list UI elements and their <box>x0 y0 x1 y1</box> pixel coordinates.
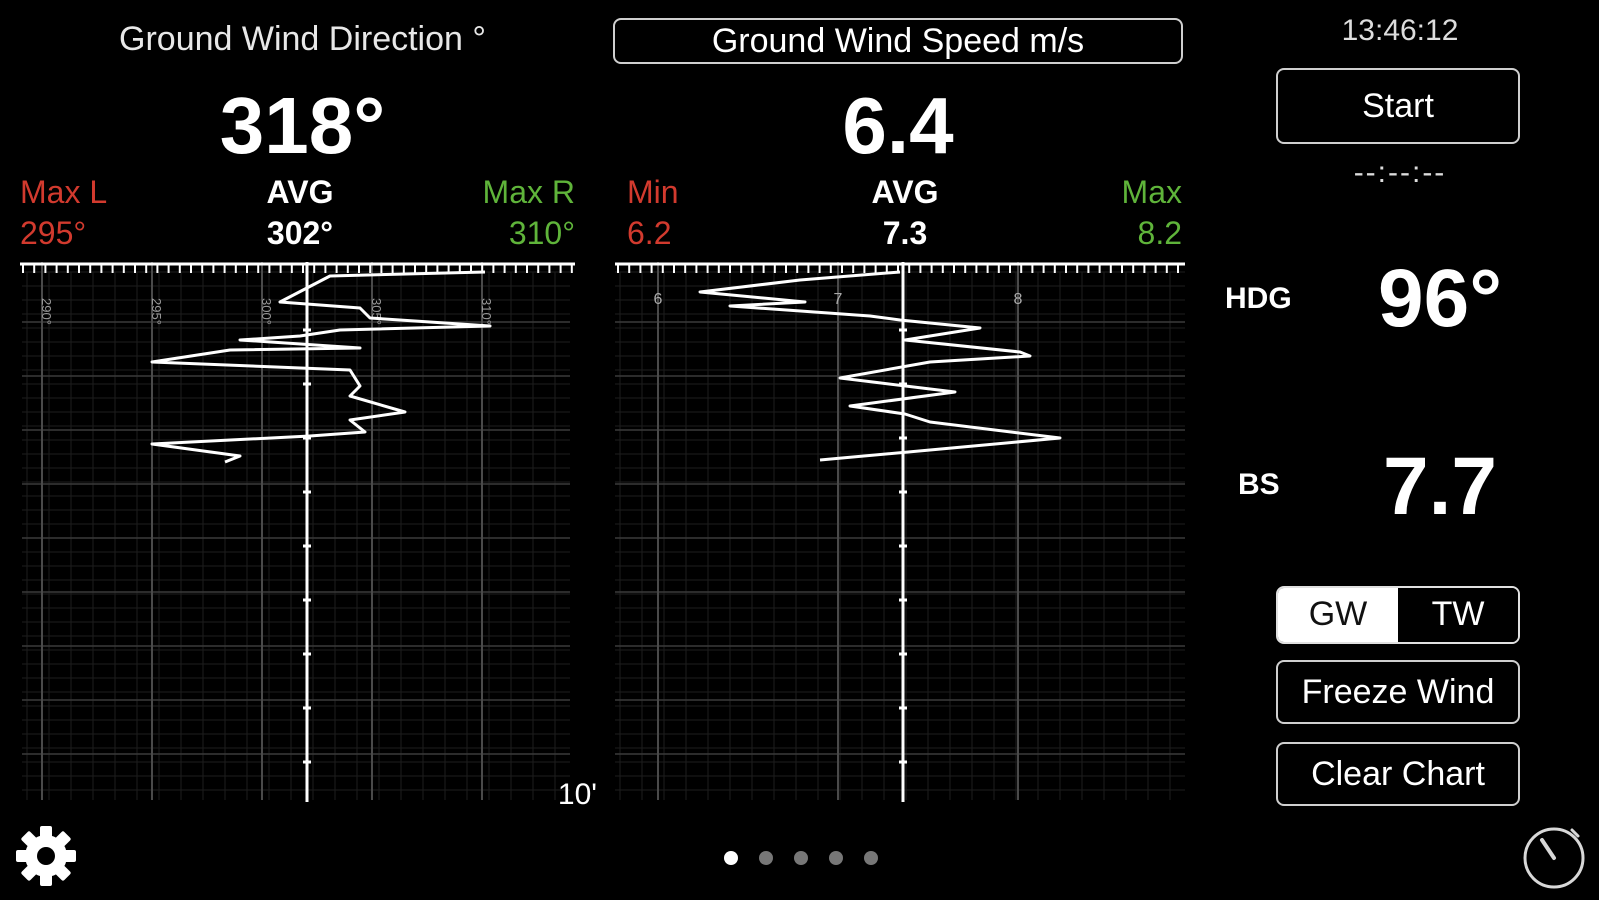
direction-tick-label: 310° <box>479 298 494 325</box>
direction-trace <box>150 270 492 464</box>
page-dot[interactable] <box>794 851 808 865</box>
max-l-label: Max L <box>20 174 108 210</box>
hdg-value: 96° <box>1377 253 1502 344</box>
bs-label: BS <box>1238 468 1280 501</box>
direction-avg-label: AVG <box>266 174 334 210</box>
start-button[interactable]: Start <box>1276 68 1520 144</box>
speed-header[interactable]: Ground Wind Speed m/s <box>613 18 1183 64</box>
clear-chart-button[interactable]: Clear Chart <box>1276 742 1520 806</box>
direction-avg-value: 302° <box>266 215 334 251</box>
gear-icon[interactable] <box>12 822 80 890</box>
time-window-label: 10' <box>558 778 597 810</box>
direction-header: Ground Wind Direction ° <box>119 20 486 58</box>
tw-segment[interactable]: TW <box>1398 588 1518 642</box>
max-label: Max <box>1121 174 1182 210</box>
direction-chart: 290° 295° 300° 305° 310° 10' <box>20 262 597 810</box>
gw-segment[interactable]: GW <box>1278 588 1398 642</box>
max-l-value: 295° <box>20 215 87 251</box>
speed-tick-label: 7 <box>834 291 843 308</box>
speed-trace <box>698 270 1062 462</box>
direction-tick-label: 290° <box>39 298 54 325</box>
clock: 13:46:12 <box>1341 14 1459 47</box>
speed-avg-value: 7.3 <box>882 215 928 251</box>
direction-value: 318° <box>219 81 386 170</box>
speed-chart: 6 7 8 <box>615 262 1185 802</box>
speed-avg-label: AVG <box>871 174 939 210</box>
page-dot[interactable] <box>759 851 773 865</box>
min-value: 6.2 <box>627 215 672 251</box>
max-r-value: 310° <box>508 215 575 251</box>
speed-tick-label: 6 <box>654 291 663 308</box>
race-timer: --:--:-- <box>1353 156 1447 189</box>
freeze-wind-button[interactable]: Freeze Wind <box>1276 660 1520 724</box>
page-dot[interactable] <box>864 851 878 865</box>
hdg-label: HDG <box>1225 282 1292 315</box>
max-value: 8.2 <box>1137 215 1182 251</box>
wind-mode-toggle[interactable]: GW TW <box>1276 586 1520 644</box>
page-dot[interactable] <box>724 851 738 865</box>
speed-value: 6.4 <box>842 81 954 170</box>
bs-value: 7.7 <box>1383 441 1497 532</box>
min-label: Min <box>627 174 679 210</box>
direction-tick-label: 305° <box>369 298 384 325</box>
direction-tick-label: 295° <box>149 298 164 325</box>
speed-tick-label: 8 <box>1014 291 1023 308</box>
stopwatch-icon[interactable] <box>1520 822 1590 892</box>
page-dot[interactable] <box>829 851 843 865</box>
max-r-label: Max R <box>482 174 575 210</box>
direction-tick-label: 300° <box>259 298 274 325</box>
